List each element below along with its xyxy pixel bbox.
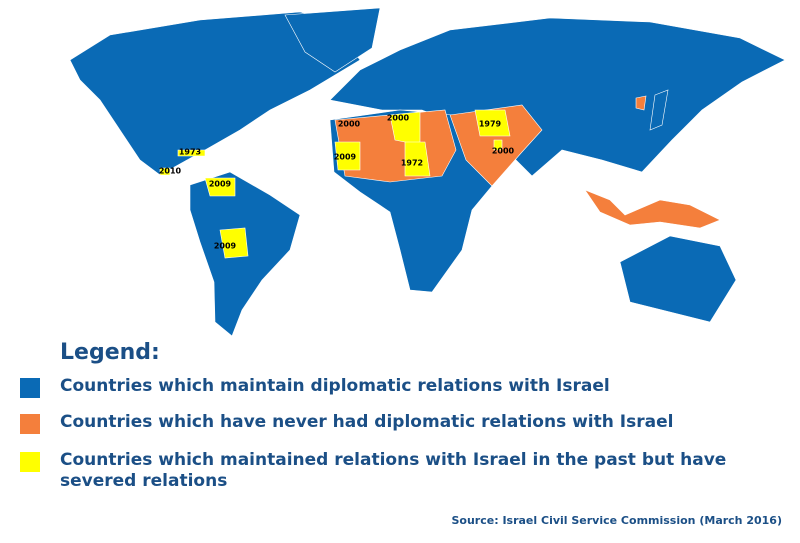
cuba	[177, 149, 206, 157]
korea	[635, 95, 647, 111]
qatar-oman	[493, 139, 503, 151]
world-map: 1973 2010 2009 2009 2000 2000 2009 1972 …	[69, 7, 786, 337]
greenland	[284, 7, 381, 73]
legend-label: Countries which maintained relations wit…	[60, 450, 727, 491]
source-note: Source: Israel Civil Service Commission …	[451, 514, 783, 527]
year-label: 2000	[338, 120, 361, 129]
bolivia	[219, 227, 249, 259]
legend-swatch	[20, 414, 40, 434]
year-label: 2009	[209, 180, 232, 189]
year-label: 2000	[492, 147, 515, 156]
venezuela	[204, 177, 236, 197]
japan	[649, 89, 669, 131]
australia	[619, 235, 737, 323]
iran	[474, 109, 511, 137]
legend-title: Legend:	[60, 340, 160, 365]
year-label: 2009	[334, 153, 357, 162]
mauritania	[334, 141, 361, 171]
year-label: 2010	[159, 167, 182, 176]
chad	[404, 141, 431, 177]
legend-label: Countries which have never had diplomati…	[60, 412, 674, 432]
legend-swatch	[20, 452, 40, 472]
year-label: 2009	[214, 242, 237, 251]
indonesia-malaysia	[584, 189, 721, 229]
year-label: 2000	[387, 114, 410, 123]
nicaragua	[159, 167, 171, 176]
north-america	[69, 11, 361, 176]
legend-swatch	[20, 378, 40, 398]
year-label: 1972	[401, 159, 423, 168]
year-label: 1973	[179, 148, 201, 157]
year-label: 1979	[479, 120, 502, 129]
legend-label: Countries which maintain diplomatic rela…	[60, 376, 610, 396]
